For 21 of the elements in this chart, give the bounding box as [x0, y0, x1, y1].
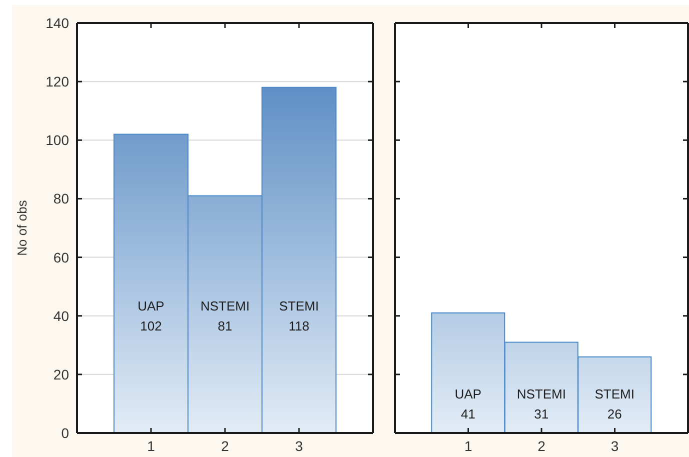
data-label: STEMI 118	[279, 298, 319, 334]
y-tick-label: 20	[53, 366, 70, 382]
y-tick-label: 40	[53, 308, 70, 324]
data-label: UAP 102	[138, 298, 164, 334]
y-tick-label: 0	[61, 424, 70, 441]
x-tick-label: 1	[147, 438, 156, 454]
y-tick-label: 60	[53, 249, 70, 266]
y-axis-title: No of obs	[14, 200, 30, 256]
data-label: NSTEMI 31	[516, 386, 566, 422]
x-tick-label: 2	[221, 438, 230, 454]
y-tick-label: 120	[46, 74, 70, 90]
y-tick-label: 100	[46, 132, 70, 148]
x-tick-label: 3	[610, 438, 619, 454]
x-tick-label: 1	[464, 438, 472, 454]
data-label: STEMI 26	[594, 386, 634, 422]
x-tick-label: 3	[295, 438, 304, 454]
y-tick-label: 80	[53, 190, 70, 207]
data-label: NSTEMI 81	[200, 298, 250, 334]
x-tick-label: 2	[538, 438, 546, 454]
y-tick-label: 140	[46, 14, 70, 31]
data-label: UAP 41	[454, 386, 482, 422]
